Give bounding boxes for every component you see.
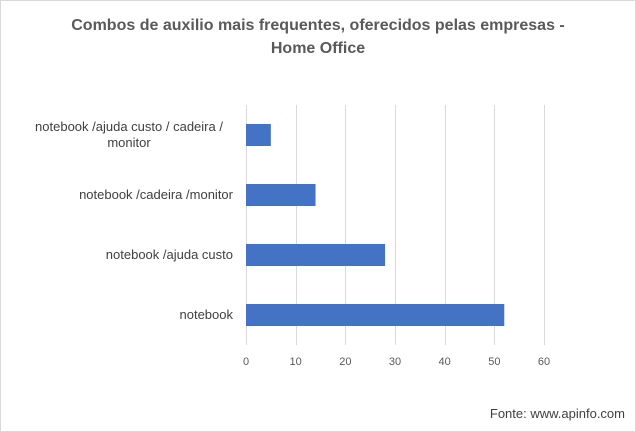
category-label-3: notebook /ajuda custo [106, 247, 233, 262]
x-tick-label-40: 40 [439, 356, 451, 368]
chart-title-line-1: Combos de auxilio mais frequentes, ofere… [71, 17, 565, 34]
x-tick-label-20: 20 [339, 356, 351, 368]
category-label-1-line-1: notebook /ajuda custo / cadeira / [35, 119, 223, 134]
chart-title-line-2: Home Office [270, 40, 366, 57]
x-tick-label-10: 10 [290, 356, 302, 368]
category-label-1-line-2: monitor [107, 135, 151, 150]
x-tick-label-0: 0 [243, 356, 249, 368]
chart-title: Combos de auxilio mais frequentes, ofere… [1, 14, 635, 60]
source-note: Fonte: www.apinfo.com [489, 406, 625, 421]
bar-3 [246, 244, 386, 266]
bar-1 [246, 124, 271, 146]
category-label-2: notebook /cadeira /monitor [79, 187, 234, 202]
category-label-4: notebook [180, 307, 234, 322]
x-tick-label-30: 30 [389, 356, 401, 368]
x-tick-label-50: 50 [488, 356, 500, 368]
x-tick-label-60: 60 [538, 356, 550, 368]
bar-2 [246, 184, 316, 206]
bar-4 [246, 304, 505, 326]
